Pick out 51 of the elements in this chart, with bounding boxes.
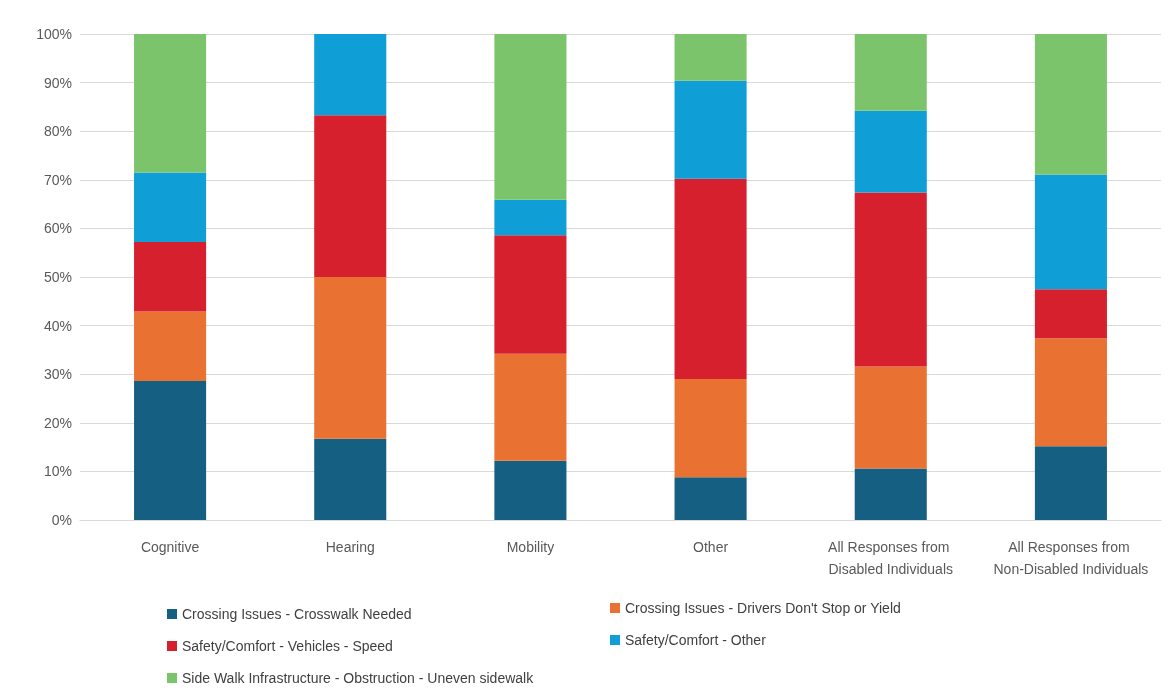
bar bbox=[674, 34, 747, 81]
y-tick-label: 50% bbox=[43, 269, 72, 285]
bar bbox=[314, 34, 387, 116]
bar bbox=[1034, 289, 1107, 339]
bar bbox=[674, 80, 747, 179]
y-tick-label: 40% bbox=[43, 317, 72, 334]
bar bbox=[854, 192, 927, 367]
bar bbox=[854, 468, 927, 520]
bar bbox=[314, 438, 387, 520]
bar bbox=[1034, 338, 1107, 447]
x-tick-label: All Responses from Disabled Individuals bbox=[828, 539, 954, 577]
bar bbox=[314, 115, 387, 277]
bar bbox=[1034, 174, 1107, 290]
x-tick-label: Mobility bbox=[506, 539, 555, 555]
y-tick-label: 80% bbox=[43, 123, 72, 140]
bar bbox=[134, 311, 207, 381]
y-tick-label: 20% bbox=[43, 414, 72, 431]
y-tick-label: 0% bbox=[51, 512, 72, 528]
legend-label: Crossing Issues - Crosswalk Needed bbox=[182, 606, 412, 622]
bar bbox=[134, 381, 207, 520]
bar bbox=[494, 353, 567, 461]
bar bbox=[674, 178, 747, 380]
legend-label: Safety/Comfort - Vehicles - Speed bbox=[182, 638, 393, 654]
y-tick-label: 70% bbox=[43, 171, 72, 188]
bar bbox=[134, 34, 207, 173]
bar bbox=[314, 277, 387, 439]
bar bbox=[854, 366, 927, 469]
bar bbox=[134, 172, 207, 243]
x-tick-label: Other bbox=[693, 539, 729, 555]
bar bbox=[854, 110, 927, 193]
x-tick-label: Hearing bbox=[325, 539, 375, 555]
bar bbox=[494, 235, 567, 354]
legend-label: Side Walk Infrastructure - Obstruction - Uneven sidewalk bbox=[182, 670, 535, 686]
legend-label: Safety/Comfort - Other bbox=[625, 632, 767, 648]
x-tick-label: Cognitive bbox=[140, 539, 200, 555]
bar bbox=[494, 34, 567, 200]
bar bbox=[854, 34, 927, 111]
y-tick-label: 10% bbox=[43, 463, 72, 480]
bar bbox=[494, 460, 567, 520]
legend-label: Crossing Issues - Drivers Don't Stop or Yield bbox=[625, 600, 901, 616]
bar bbox=[674, 477, 747, 520]
bar bbox=[1034, 446, 1107, 520]
y-tick-label: 30% bbox=[43, 366, 72, 383]
bar bbox=[1034, 34, 1107, 175]
y-tick-label: 90% bbox=[43, 74, 72, 91]
bar bbox=[134, 242, 207, 312]
bar bbox=[494, 199, 567, 236]
y-tick-label: 100% bbox=[36, 26, 72, 42]
bar bbox=[674, 379, 747, 478]
y-tick-label: 60% bbox=[43, 220, 72, 237]
x-tick-label: All Responses from Non-Disabled Individuals bbox=[993, 539, 1149, 577]
